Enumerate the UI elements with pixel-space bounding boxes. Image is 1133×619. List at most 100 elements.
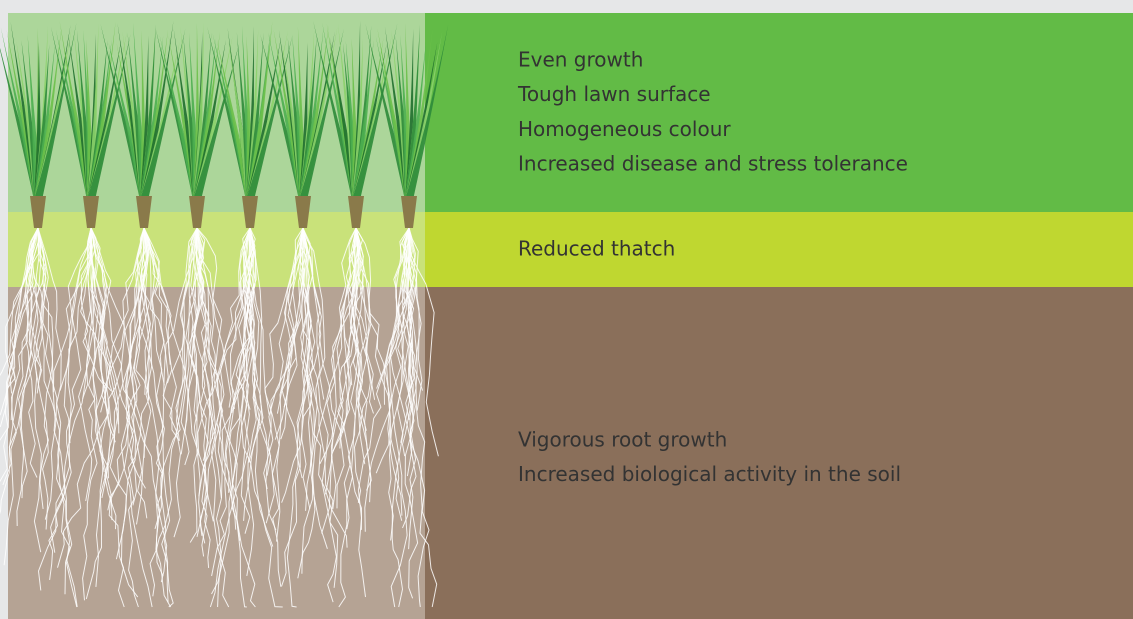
root [5, 227, 39, 394]
root [143, 227, 180, 441]
root [364, 227, 410, 532]
root [299, 227, 328, 549]
stem [242, 196, 258, 228]
root [276, 227, 304, 414]
root [143, 227, 174, 608]
root [249, 227, 277, 531]
stem [136, 196, 152, 228]
benefit-text: Even growth [518, 48, 643, 72]
root [149, 227, 205, 597]
root [191, 227, 202, 422]
root [271, 227, 308, 587]
root [350, 227, 370, 530]
root [196, 227, 224, 522]
root [352, 227, 372, 491]
thatch-panel [425, 212, 1133, 287]
root [48, 227, 92, 580]
root [299, 227, 339, 588]
root [189, 227, 203, 543]
root [408, 227, 439, 457]
stem [348, 196, 364, 228]
root [357, 227, 410, 598]
root [2, 227, 42, 486]
stem [83, 196, 99, 228]
root [33, 227, 47, 509]
benefit-text: Tough lawn surface [517, 82, 711, 106]
benefit-text: Homogeneous colour [518, 117, 731, 141]
stem [30, 196, 46, 228]
root [59, 227, 96, 391]
root [215, 227, 251, 608]
blade [77, 30, 95, 201]
root [90, 227, 120, 434]
root [389, 227, 430, 608]
root [90, 227, 112, 473]
root [143, 227, 160, 395]
root [235, 227, 283, 608]
root [123, 227, 153, 608]
blade [297, 26, 307, 200]
root [82, 227, 98, 601]
grass-blades [0, 20, 449, 228]
root [131, 227, 151, 519]
stem [295, 196, 311, 228]
root [302, 227, 326, 400]
root [50, 227, 95, 553]
root [110, 227, 146, 521]
root [375, 227, 412, 474]
benefit-text: Increased disease and stress tolerance [518, 152, 908, 176]
root [101, 227, 148, 498]
benefit-text: Increased biological activity in the soi… [518, 462, 901, 486]
blade [395, 35, 413, 200]
root [332, 227, 357, 452]
root [127, 227, 150, 608]
root [115, 227, 150, 560]
root [246, 227, 281, 542]
root [90, 227, 125, 608]
root [36, 227, 47, 394]
root [299, 227, 315, 511]
root [196, 227, 238, 492]
root [143, 227, 173, 384]
blade [133, 23, 148, 200]
grass-panel [425, 13, 1133, 212]
root [184, 227, 198, 433]
soil-panel [425, 287, 1133, 619]
root [143, 227, 172, 365]
soil-zone [8, 287, 425, 619]
root [402, 227, 417, 529]
blade [351, 38, 360, 201]
root [132, 227, 151, 458]
root [190, 227, 214, 497]
root [225, 227, 251, 608]
root [274, 227, 304, 440]
root [16, 227, 39, 527]
benefit-text: Vigorous root growth [518, 428, 727, 452]
root [33, 227, 54, 553]
root [107, 227, 145, 479]
root [85, 227, 145, 600]
root [37, 227, 78, 608]
stem [189, 196, 205, 228]
blade [236, 32, 254, 200]
root [169, 227, 198, 538]
root [349, 227, 366, 465]
root [30, 227, 49, 530]
root [325, 227, 357, 495]
root [302, 227, 312, 417]
root [301, 227, 311, 509]
root [156, 227, 198, 603]
root [57, 227, 145, 568]
root [408, 227, 424, 391]
root [80, 227, 116, 443]
root [80, 227, 119, 425]
root [52, 227, 92, 393]
root [196, 227, 230, 608]
blade [405, 23, 413, 200]
root [137, 227, 168, 583]
root [185, 227, 206, 544]
root [196, 227, 222, 499]
blade [27, 35, 42, 200]
